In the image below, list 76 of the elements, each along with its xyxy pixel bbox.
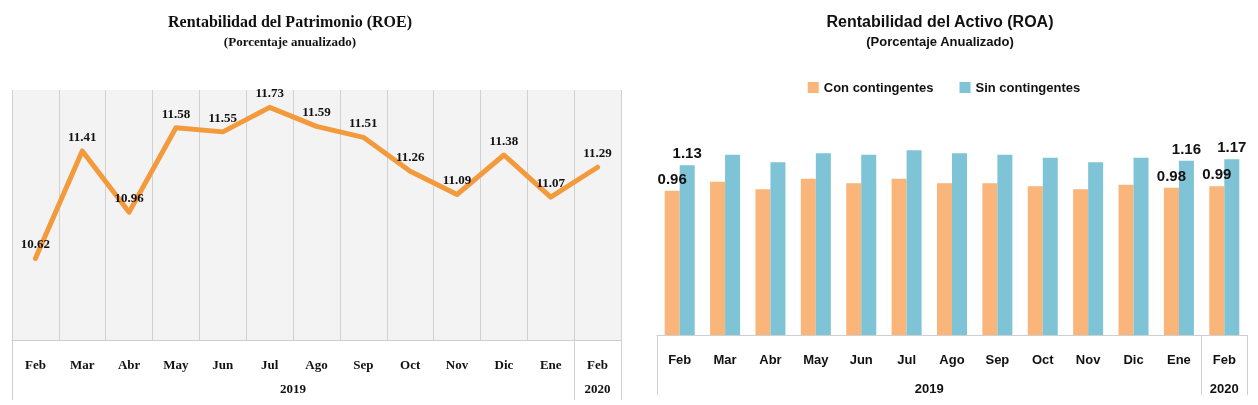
x-tick-label: Sep bbox=[353, 357, 374, 372]
data-label: 11.09 bbox=[442, 172, 472, 188]
bar bbox=[1088, 162, 1104, 335]
x-tick-label: Mar bbox=[70, 357, 95, 372]
text: 2019 bbox=[280, 381, 307, 396]
x-tick-label: Feb bbox=[1212, 352, 1236, 367]
data-label: 11.07 bbox=[536, 175, 566, 191]
bar bbox=[1133, 157, 1149, 335]
data-label: 11.41 bbox=[68, 128, 97, 144]
bar bbox=[891, 178, 907, 335]
chart-title: Rentabilidad del Activo (ROA) bbox=[826, 12, 1054, 30]
bar bbox=[1042, 157, 1058, 335]
bar bbox=[982, 183, 998, 335]
bar bbox=[997, 154, 1013, 335]
bar bbox=[815, 153, 831, 335]
data-label: 0.96 bbox=[657, 169, 687, 187]
data-label: 11.29 bbox=[583, 145, 613, 161]
bar bbox=[846, 183, 862, 335]
data-label: 1.17 bbox=[1217, 138, 1247, 156]
data-label: 0.98 bbox=[1156, 166, 1187, 184]
data-label: 11.59 bbox=[302, 104, 332, 120]
data-label: 11.26 bbox=[395, 149, 425, 165]
legend-label: Sin contingentes bbox=[975, 80, 1081, 95]
x-tick-label: Ago bbox=[305, 357, 328, 372]
x-tick-label: Oct bbox=[1031, 352, 1055, 367]
chart-subtitle: (Porcentaje Anualizado) bbox=[866, 34, 1014, 49]
bar bbox=[725, 154, 741, 335]
x-tick-label: Jun bbox=[212, 357, 235, 372]
x-tick-label: Feb bbox=[587, 357, 609, 372]
data-label: 11.58 bbox=[161, 105, 191, 121]
bar bbox=[906, 150, 922, 335]
data-label: 11.51 bbox=[349, 115, 378, 131]
x-tick-label: Feb bbox=[24, 357, 46, 372]
x-tick-label: Jun bbox=[849, 352, 873, 367]
bar bbox=[937, 183, 952, 335]
bar bbox=[755, 189, 771, 335]
x-tick-label: Mar bbox=[713, 352, 737, 367]
text: 2020 bbox=[1209, 381, 1239, 396]
x-tick-label: Dic bbox=[494, 357, 514, 372]
data-label: 11.38 bbox=[489, 133, 519, 148]
x-tick-label: Nov bbox=[1075, 352, 1102, 367]
bar bbox=[800, 178, 816, 335]
bar bbox=[1027, 186, 1043, 335]
bar bbox=[1209, 186, 1225, 335]
x-tick-label: Dic bbox=[1123, 352, 1144, 367]
x-tick-label: Nov bbox=[445, 357, 469, 372]
bar bbox=[1118, 184, 1134, 335]
bar bbox=[710, 181, 726, 335]
legend-label: Con contingentes bbox=[823, 80, 934, 95]
x-tick-label: Jul bbox=[260, 357, 279, 372]
bar bbox=[664, 190, 680, 335]
x-tick-label: Jul bbox=[897, 352, 917, 367]
x-tick-label: Abr bbox=[759, 352, 782, 367]
x-tick-label: May bbox=[803, 352, 830, 367]
x-tick-label: May bbox=[163, 357, 190, 372]
x-tick-label: Oct bbox=[400, 357, 421, 372]
data-label: 11.73 bbox=[255, 85, 285, 101]
chart-subtitle: (Porcentaje anualizado) bbox=[223, 34, 357, 49]
x-tick-label: Feb bbox=[668, 352, 692, 367]
text: 2020 bbox=[584, 381, 611, 396]
x-tick-label: Ene bbox=[539, 357, 562, 372]
data-label: 1.16 bbox=[1171, 139, 1202, 157]
bar bbox=[952, 153, 967, 335]
bar bbox=[770, 162, 786, 335]
bar bbox=[1163, 187, 1179, 335]
data-label: 0.99 bbox=[1202, 165, 1232, 183]
x-tick-label: Ene bbox=[1167, 352, 1191, 367]
bar bbox=[861, 154, 877, 335]
data-label: 1.13 bbox=[672, 144, 702, 162]
x-tick-label: Ago bbox=[939, 352, 965, 367]
x-tick-label: Sep bbox=[985, 352, 1010, 367]
chart-title: Rentabilidad del Patrimonio (ROE) bbox=[167, 12, 413, 31]
bar bbox=[1073, 189, 1089, 335]
x-tick-label: Abr bbox=[117, 357, 141, 372]
data-label: 11.55 bbox=[208, 109, 238, 125]
text: 2019 bbox=[914, 381, 944, 396]
